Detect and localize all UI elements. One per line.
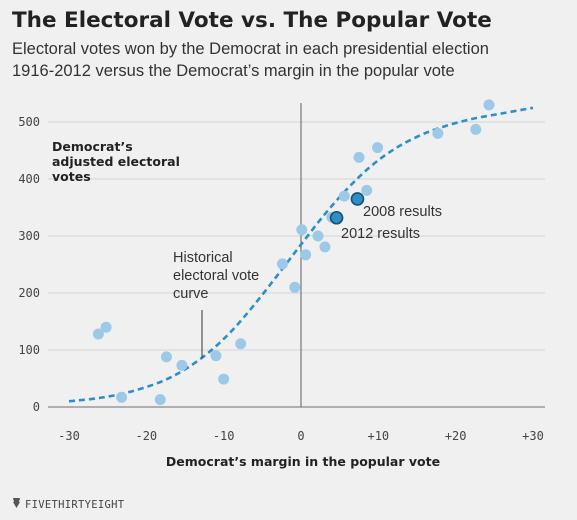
x-tick-label: +30 bbox=[522, 429, 544, 443]
data-point bbox=[319, 241, 331, 253]
data-points bbox=[92, 99, 495, 406]
data-point bbox=[289, 281, 301, 293]
data-point bbox=[372, 142, 384, 154]
highlighted-points bbox=[329, 192, 365, 225]
y-axis-label-line-3: votes bbox=[52, 169, 91, 184]
data-point bbox=[154, 394, 166, 406]
data-point bbox=[312, 230, 324, 242]
y-axis-label-line-2: adjusted electoral bbox=[52, 154, 180, 169]
historical-curve-line bbox=[68, 106, 534, 403]
y-axis-label-line-1: Democrat’s bbox=[52, 139, 133, 154]
data-point bbox=[353, 151, 365, 163]
y-tick-label: 300 bbox=[18, 229, 40, 243]
data-point bbox=[210, 350, 222, 362]
x-tick-label: +20 bbox=[445, 429, 467, 443]
data-point bbox=[296, 224, 308, 236]
highlighted-point bbox=[350, 192, 365, 206]
x-tick-label: +10 bbox=[367, 429, 389, 443]
data-point bbox=[116, 391, 128, 403]
y-tick-label: 400 bbox=[18, 172, 40, 186]
x-tick-label: -20 bbox=[135, 429, 157, 443]
label-2012-results: 2012 results bbox=[341, 226, 420, 242]
data-point bbox=[218, 373, 230, 385]
data-point bbox=[361, 184, 373, 196]
chart-title: The Electoral Vote vs. The Popular Vote bbox=[12, 8, 492, 33]
chart-subtitle-line-1: Electoral votes won by the Democrat in e… bbox=[12, 40, 489, 58]
highlighted-point bbox=[329, 210, 344, 225]
data-point bbox=[338, 190, 350, 202]
data-point bbox=[235, 338, 247, 350]
footer-brand: FIVETHIRTYEIGHT bbox=[25, 499, 125, 511]
x-tick-label: -30 bbox=[58, 429, 80, 443]
data-point bbox=[483, 99, 495, 111]
curve-label-line-2: electoral vote bbox=[173, 268, 259, 284]
x-tick-label: -10 bbox=[213, 429, 235, 443]
y-tick-label: 200 bbox=[18, 286, 40, 300]
y-tick-label: 500 bbox=[18, 115, 40, 129]
data-point bbox=[470, 123, 482, 135]
y-tick-label: 100 bbox=[18, 343, 40, 357]
data-point bbox=[100, 321, 112, 333]
data-point bbox=[432, 127, 444, 139]
data-point bbox=[160, 351, 172, 363]
chart-subtitle-line-2: 1916-2012 versus the Democrat’s margin i… bbox=[12, 62, 455, 80]
curve-label-line-1: Historical bbox=[173, 250, 233, 266]
data-point bbox=[300, 249, 312, 261]
data-point bbox=[276, 258, 288, 270]
curve-label-line-3: curve bbox=[173, 286, 208, 302]
label-2008-results: 2008 results bbox=[363, 204, 442, 220]
data-point bbox=[92, 328, 104, 340]
x-axis-label: Democrat’s margin in the popular vote bbox=[166, 454, 440, 469]
y-tick-label: 0 bbox=[33, 400, 40, 414]
data-point bbox=[176, 359, 188, 371]
x-tick-label: 0 bbox=[297, 429, 304, 443]
fivethirtyeight-logo-icon bbox=[13, 498, 20, 508]
axis-ticks: 0 100 200 300 400 500 -30 -20 -10 0 +10 +20 +30 bbox=[18, 115, 544, 443]
